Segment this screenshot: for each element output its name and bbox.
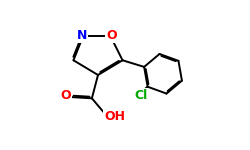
Text: Cl: Cl: [134, 89, 147, 102]
Text: O: O: [60, 89, 71, 102]
Text: O: O: [106, 29, 117, 42]
Text: N: N: [77, 29, 87, 42]
Text: OH: OH: [104, 110, 125, 123]
